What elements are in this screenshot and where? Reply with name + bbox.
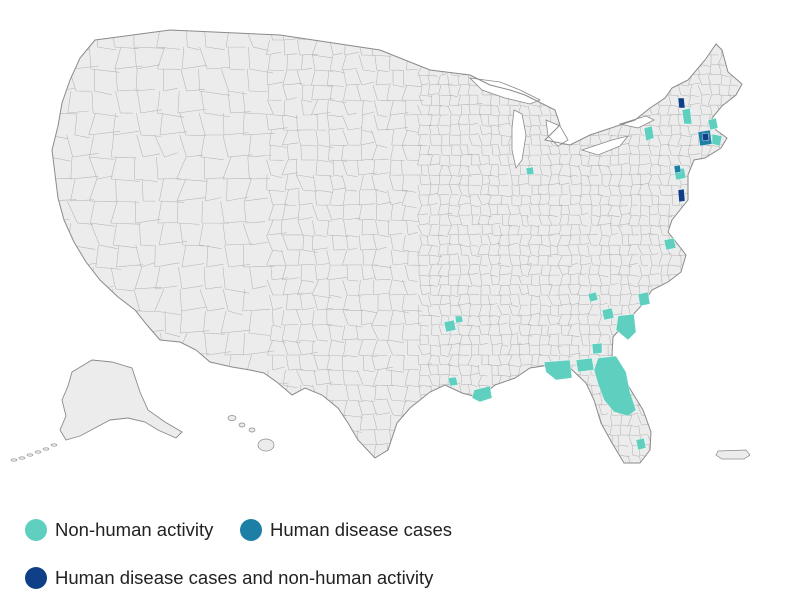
great-lakes — [468, 77, 655, 169]
county-non-human — [681, 107, 693, 125]
county-human — [673, 164, 682, 174]
county-both — [677, 188, 686, 203]
county-non-human — [643, 125, 655, 142]
county-non-human — [454, 315, 464, 324]
county-non-human — [575, 357, 595, 373]
aleutian-island — [10, 458, 18, 462]
hawaii-island — [248, 427, 256, 433]
legend-swatch-human — [240, 519, 262, 541]
county-both — [701, 132, 710, 142]
us-county-map — [10, 29, 751, 464]
county-non-human — [525, 166, 535, 176]
aleutian-island — [18, 456, 26, 460]
alaska-shape — [59, 359, 183, 441]
hawaii-island — [227, 415, 237, 421]
aleutian-island — [50, 443, 58, 447]
county-non-human — [471, 385, 493, 403]
hawaii-islands — [227, 415, 275, 452]
legend-item-human: Human disease cases — [240, 515, 452, 545]
contiguous-us-outline — [51, 29, 743, 464]
county-non-human — [447, 376, 459, 387]
legend-swatch-non-human — [25, 519, 47, 541]
county-non-human — [635, 437, 647, 451]
highlighted-counties — [443, 97, 723, 451]
hawaii-island — [257, 438, 275, 452]
legend-label-human: Human disease cases — [270, 519, 453, 540]
county-non-human — [591, 342, 603, 355]
county-non-human — [637, 291, 651, 307]
puerto-rico-shape — [715, 449, 751, 460]
county-non-human — [593, 355, 637, 417]
legend-item-non-human: Non-human activity — [25, 515, 213, 545]
legend-item-both: Human disease cases and non-human activi… — [25, 563, 433, 593]
legend-label-non-human: Non-human activity — [55, 519, 214, 540]
hawaii-island — [238, 422, 246, 428]
aleutian-island — [42, 447, 50, 451]
county-non-human — [663, 237, 677, 251]
county-non-human — [543, 359, 573, 381]
legend-swatch-both — [25, 567, 47, 589]
aleutian-island — [34, 450, 42, 454]
aleutian-islands — [10, 443, 58, 462]
county-non-human — [711, 133, 723, 147]
county-non-human — [707, 117, 719, 131]
county-non-human — [587, 291, 599, 303]
aleutian-island — [26, 453, 34, 457]
county-non-human — [443, 319, 457, 333]
county-non-human — [601, 307, 615, 321]
legend-label-both: Human disease cases and non-human activi… — [55, 567, 434, 588]
county-non-human — [615, 313, 637, 341]
county-both — [677, 97, 686, 109]
